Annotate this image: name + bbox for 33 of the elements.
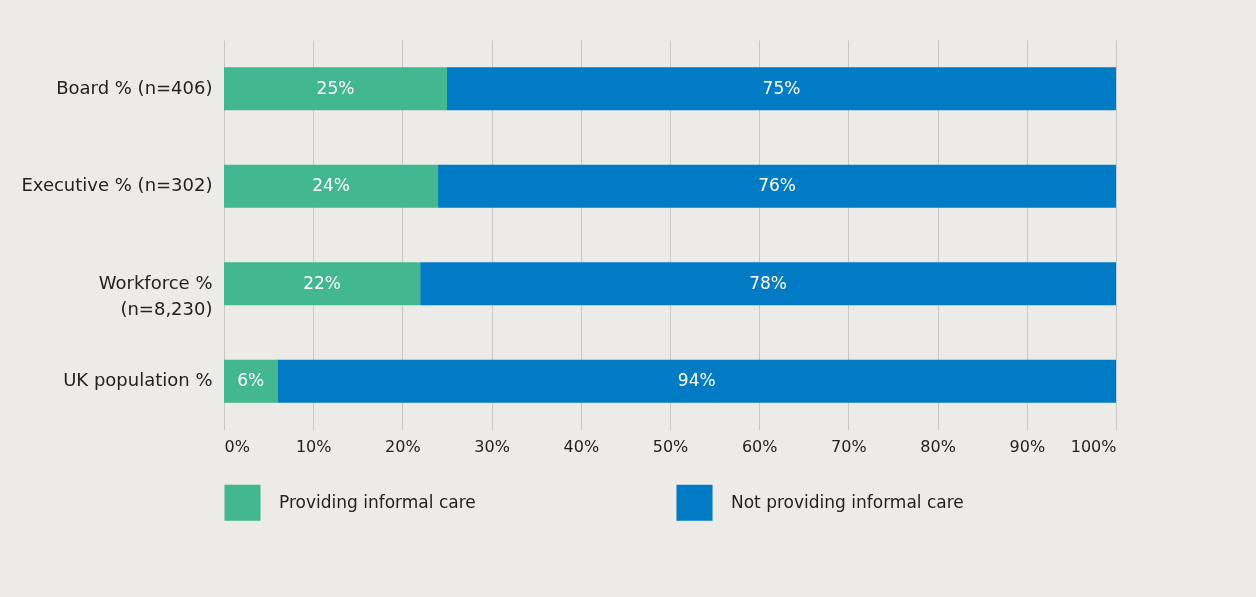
data-label: 75% [762,77,801,98]
bar [447,67,1116,111]
x-tick-label: 100% [1070,436,1117,456]
data-label: 25% [316,77,355,98]
data-label: 78% [749,272,788,293]
x-tick-label: 10% [295,436,332,456]
x-tick-label: 40% [563,436,600,456]
legend-label: Not providing informal care [731,491,964,512]
data-label: 24% [312,175,350,196]
x-tick-label: 70% [831,436,867,456]
data-label: 94% [677,370,716,391]
y-tick-label: Board % (n=406) [56,76,213,98]
y-tick-label: Workforce % (n=8,230) [98,271,213,319]
bar [420,262,1116,306]
bar [224,164,439,208]
data-label: 22% [303,272,342,293]
x-tick-label: 20% [385,436,421,456]
y-tick-label: UK population % [63,369,213,391]
x-tick-label: 60% [741,436,778,456]
bar [277,359,1116,403]
bar [224,262,421,306]
bar [224,67,447,111]
x-tick-label: 0% [224,436,250,456]
x-tick-label: 30% [474,436,510,456]
data-label: 76% [758,175,796,196]
x-tick-label: 80% [920,436,956,456]
x-tick-label: 90% [1009,436,1046,456]
y-tick-label: Executive % (n=302) [21,174,213,196]
legend-label: Providing informal care [279,491,476,512]
bar [438,164,1116,208]
x-tick-label: 50% [652,436,689,456]
data-label: 6% [237,370,265,391]
bar [224,359,278,403]
